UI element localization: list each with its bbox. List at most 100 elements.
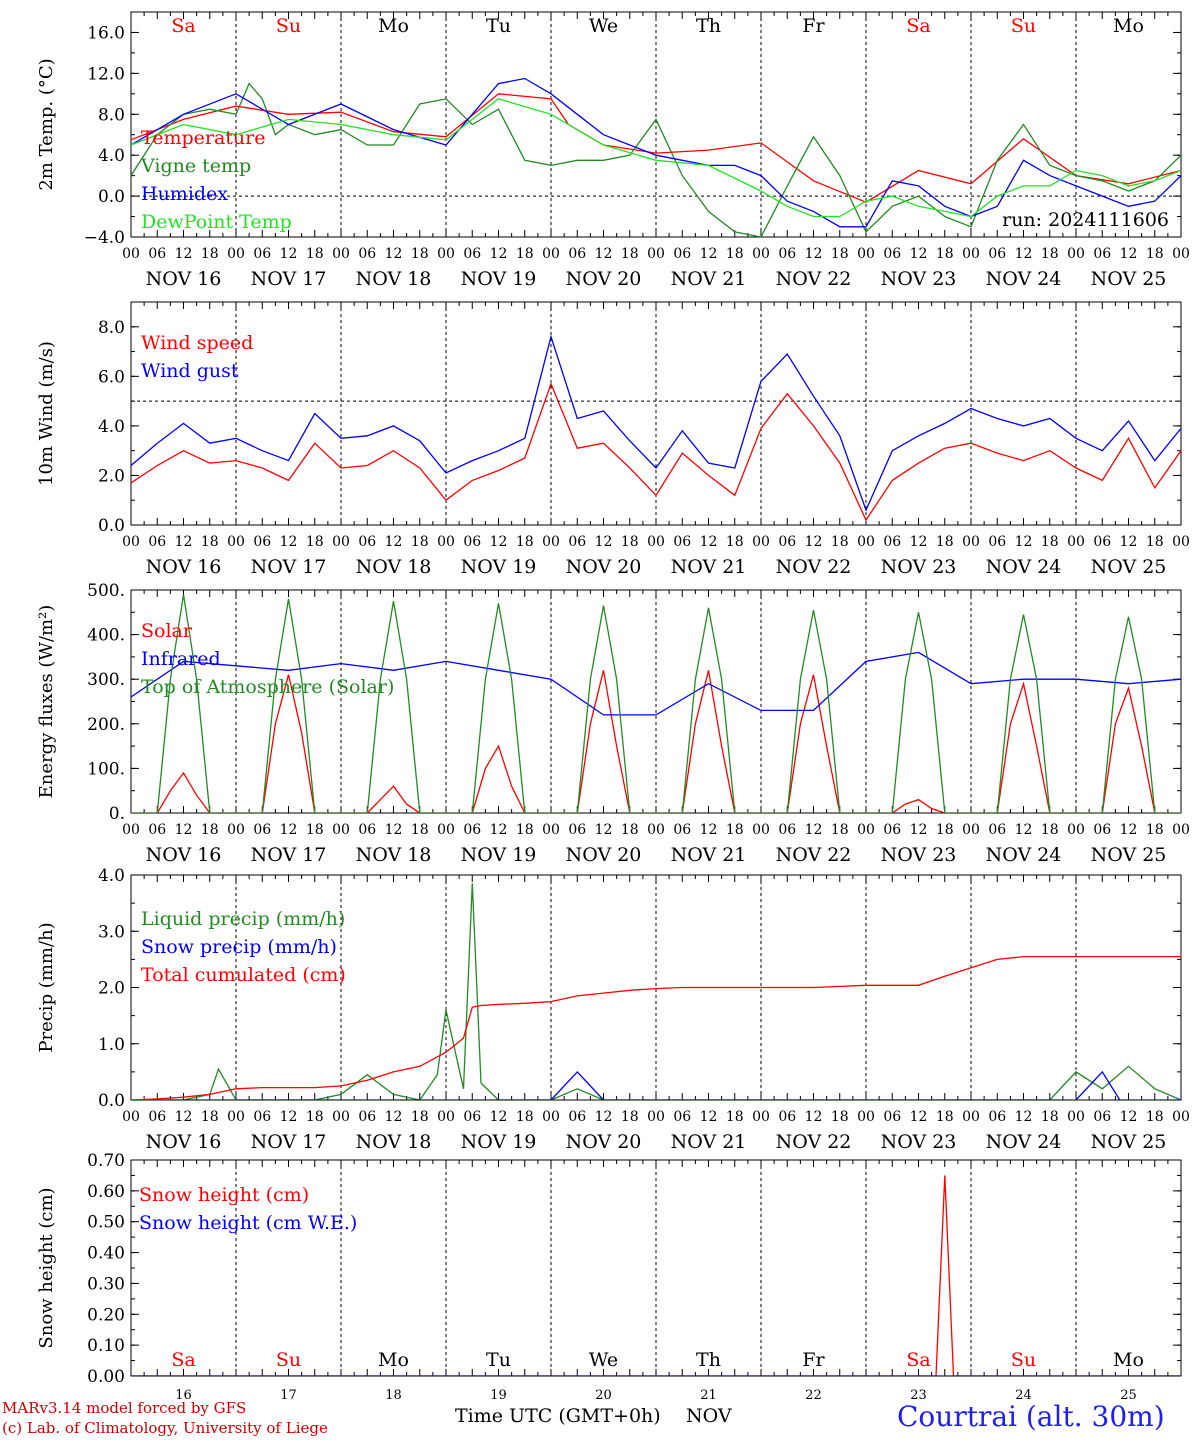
day-label: Su <box>1011 1349 1036 1371</box>
hour-label: 12 <box>175 534 193 550</box>
date-label: NOV 18 <box>356 268 432 290</box>
hour-label: 06 <box>883 534 901 550</box>
hour-label: 18 <box>1146 1109 1164 1125</box>
date-label: NOV 21 <box>671 268 747 290</box>
hour-label: 18 <box>516 246 534 262</box>
hour-label: 12 <box>175 822 193 838</box>
hour-label: 18 <box>621 534 639 550</box>
day-label: Fr <box>802 15 825 37</box>
hour-label: 18 <box>1041 1109 1059 1125</box>
hour-label: 18 <box>306 534 324 550</box>
hour-label: 18 <box>306 822 324 838</box>
y-axis-label: 2m Temp. (°C) <box>36 58 57 190</box>
hour-label: 00 <box>1172 534 1190 550</box>
hour-label: 12 <box>700 534 718 550</box>
hour-label: 12 <box>805 534 823 550</box>
hour-label: 12 <box>1015 1109 1033 1125</box>
hour-label: 00 <box>542 534 560 550</box>
legend-entry: Snow height (cm W.E.) <box>139 1212 357 1234</box>
legend-entry: Total cumulated (cm) <box>141 964 346 986</box>
date-label: NOV 24 <box>986 268 1062 290</box>
date-label: NOV 25 <box>1091 268 1167 290</box>
series-line <box>131 651 1181 716</box>
day-label: Sa <box>906 15 930 37</box>
hour-label: 18 <box>726 822 744 838</box>
y-tick-label: 0.60 <box>87 1182 125 1202</box>
day-number: 21 <box>700 1388 717 1403</box>
hour-label: 18 <box>621 1109 639 1125</box>
date-label: NOV 18 <box>356 1131 432 1153</box>
hour-label: 12 <box>1120 822 1138 838</box>
hour-label: 06 <box>148 822 166 838</box>
hour-label: 12 <box>805 246 823 262</box>
hour-label: 18 <box>411 822 429 838</box>
panel-energy: 0. 100. 200. 300. 400. 500. Energy fluxes (W/m… <box>36 581 1190 866</box>
y-tick-label: 6.0 <box>98 367 125 387</box>
hour-label: 18 <box>201 246 219 262</box>
hour-label: 12 <box>1015 534 1033 550</box>
hour-label: 06 <box>568 822 586 838</box>
date-label: NOV 20 <box>566 268 642 290</box>
hour-label: 18 <box>1041 246 1059 262</box>
day-number: 23 <box>910 1388 927 1403</box>
hour-label: 18 <box>831 534 849 550</box>
hour-label: 00 <box>752 1109 770 1125</box>
y-tick-label: 0.0 <box>98 1091 125 1111</box>
day-label: Sa <box>906 1349 930 1371</box>
hour-label: 12 <box>490 1109 508 1125</box>
hour-label: 06 <box>568 534 586 550</box>
hour-label: 18 <box>936 534 954 550</box>
day-label: Mo <box>1113 1349 1144 1371</box>
hour-label: 00 <box>542 822 560 838</box>
hour-label: 00 <box>962 1109 980 1125</box>
hour-label: 06 <box>673 822 691 838</box>
hour-label: 06 <box>568 1109 586 1125</box>
hour-label: 06 <box>988 1109 1006 1125</box>
hour-label: 12 <box>595 822 613 838</box>
date-label: NOV 24 <box>986 556 1062 578</box>
hour-label: 12 <box>175 246 193 262</box>
hour-label: 00 <box>542 246 560 262</box>
y-tick-label: 8.0 <box>98 105 125 125</box>
hour-label: 00 <box>122 1109 140 1125</box>
run-label: run: 2024111606 <box>1002 209 1169 231</box>
hour-label: 06 <box>1093 822 1111 838</box>
date-label: NOV 24 <box>986 1131 1062 1153</box>
legend-entry: Vigne temp <box>140 155 251 177</box>
y-axis-label: Snow height (cm) <box>36 1187 57 1348</box>
hour-label: 18 <box>1146 246 1164 262</box>
hour-label: 12 <box>700 1109 718 1125</box>
hour-label: 00 <box>752 534 770 550</box>
date-label: NOV 19 <box>461 844 537 866</box>
hour-label: 00 <box>857 246 875 262</box>
y-tick-label: 0.20 <box>87 1305 125 1325</box>
hour-label: 06 <box>778 534 796 550</box>
hour-label: 12 <box>280 822 298 838</box>
hour-label: 00 <box>962 246 980 262</box>
hour-label: 06 <box>673 246 691 262</box>
credit-line-2: (c) Lab. of Climatology, University of L… <box>2 1419 328 1437</box>
panel-temp: −4.0 0.0 4.0 8.0 12.0 16.0 2m Temp. (°C) 00 06 12… <box>36 11 1190 290</box>
date-label: NOV 25 <box>1091 556 1167 578</box>
hour-label: 00 <box>1172 246 1190 262</box>
hour-label: 12 <box>595 1109 613 1125</box>
hour-label: 06 <box>463 1109 481 1125</box>
hour-label: 00 <box>857 534 875 550</box>
hour-label: 18 <box>306 246 324 262</box>
y-tick-label: 500. <box>87 581 125 601</box>
y-axis-label: Energy fluxes (W/m²) <box>36 605 57 799</box>
date-label: NOV 22 <box>776 556 852 578</box>
date-label: NOV 19 <box>461 1131 537 1153</box>
day-number: 20 <box>595 1388 612 1403</box>
hour-label: 00 <box>647 822 665 838</box>
hour-label: 00 <box>857 822 875 838</box>
date-label: NOV 23 <box>881 556 957 578</box>
hour-label: 00 <box>1172 822 1190 838</box>
date-label: NOV 25 <box>1091 844 1167 866</box>
hour-label: 06 <box>358 534 376 550</box>
y-tick-label: 4.0 <box>98 146 125 166</box>
hour-label: 12 <box>1120 1109 1138 1125</box>
hour-label: 00 <box>1067 1109 1085 1125</box>
date-label: NOV 22 <box>776 844 852 866</box>
hour-label: 00 <box>332 534 350 550</box>
